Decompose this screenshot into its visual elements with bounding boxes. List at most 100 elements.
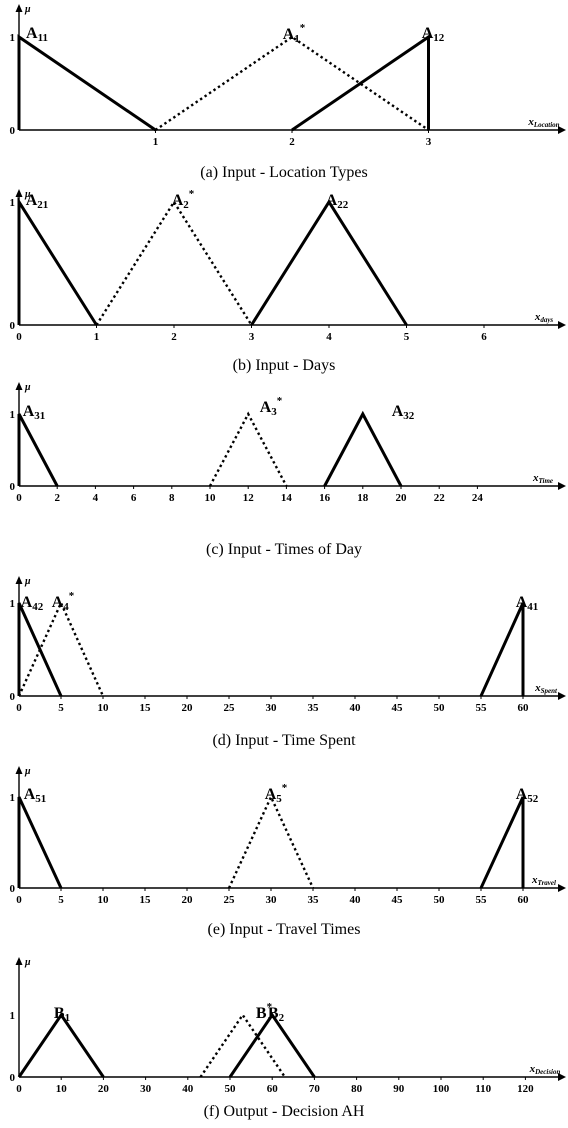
y-axis-arrow — [15, 766, 23, 774]
x-axis-arrow — [558, 692, 566, 700]
x-tick-label: 22 — [434, 492, 446, 504]
y-tick-label: 1 — [10, 409, 16, 421]
membership-function-line — [199, 1012, 286, 1078]
membership-function-line — [227, 794, 315, 889]
set-label: A1* — [283, 22, 306, 45]
x-tick-label: 10 — [205, 492, 217, 504]
set-label: A41 — [516, 594, 539, 613]
membership-function-line — [17, 796, 63, 889]
set-label: B1 — [54, 1005, 70, 1024]
figure-caption: (a) Input - Location Types — [200, 164, 367, 181]
membership-function-line — [17, 34, 157, 132]
membership-function-line — [479, 602, 525, 697]
x-tick-label: 90 — [393, 1083, 405, 1095]
y-tick-label: 1 — [10, 792, 16, 804]
x-tick-label: 0 — [16, 1083, 22, 1095]
y-tick-label: 0 — [10, 883, 16, 895]
x-tick-label: 14 — [281, 492, 293, 504]
x-tick-label: 10 — [56, 1083, 68, 1095]
set-label: A4* — [52, 590, 75, 613]
y-tick-label: 1 — [10, 1010, 16, 1022]
x-axis-label: xTime — [532, 472, 553, 485]
x-tick-label: 25 — [224, 894, 236, 906]
membership-function-line — [250, 199, 408, 326]
membership-function-line — [479, 796, 525, 889]
set-label: A32 — [392, 403, 415, 422]
x-tick-label: 50 — [225, 1083, 237, 1095]
x-axis-label: xLocation — [527, 116, 559, 129]
membership-function-line — [208, 411, 288, 487]
membership-function-line — [17, 602, 63, 697]
x-tick-label: 40 — [350, 702, 362, 714]
y-axis-arrow — [15, 382, 23, 390]
x-tick-label: 20 — [182, 702, 194, 714]
set-label: B2 — [268, 1005, 285, 1024]
membership-function-line — [17, 600, 105, 697]
x-tick-label: 16 — [319, 492, 331, 504]
x-tick-label: 4 — [326, 331, 332, 343]
y-axis-label: μ — [24, 189, 31, 200]
x-tick-label: 18 — [357, 492, 369, 504]
y-axis-arrow — [15, 576, 23, 584]
x-tick-label: 6 — [481, 331, 487, 343]
x-tick-label: 40 — [182, 1083, 194, 1095]
x-tick-label: 15 — [140, 894, 152, 906]
x-tick-label: 0 — [16, 331, 22, 343]
set-label: A31 — [23, 403, 46, 422]
chart-panel: μ 0 1 0 1 2 3 4 5 6 xdays A21 A2* A22 (b) Input - Days — [10, 188, 566, 374]
set-label: A51 — [24, 786, 47, 805]
x-tick-label: 50 — [434, 702, 446, 714]
membership-function-line — [95, 199, 253, 326]
x-tick-label: 20 — [98, 1083, 110, 1095]
y-axis-arrow — [15, 4, 23, 12]
set-label: A2* — [172, 188, 195, 211]
x-tick-label: 10 — [98, 894, 110, 906]
y-axis-label: μ — [24, 576, 31, 587]
set-label: A11 — [26, 25, 48, 44]
set-label: A5* — [265, 782, 288, 805]
x-tick-label: 2 — [171, 331, 177, 343]
x-tick-label: 70 — [309, 1083, 321, 1095]
x-tick-label: 3 — [426, 136, 432, 148]
y-axis-arrow — [15, 189, 23, 197]
x-tick-label: 3 — [249, 331, 255, 343]
y-tick-label: 1 — [10, 598, 16, 610]
x-axis-label: xTravel — [531, 874, 556, 887]
x-axis-arrow — [558, 126, 566, 134]
y-tick-label: 0 — [10, 125, 16, 137]
x-tick-label: 35 — [308, 894, 320, 906]
x-tick-label: 60 — [518, 894, 530, 906]
y-tick-label: 0 — [10, 320, 16, 332]
membership-function-line — [291, 34, 430, 132]
membership-function-line — [17, 413, 59, 487]
x-axis-label: xSpent — [534, 682, 558, 695]
membership-function-line — [228, 1012, 316, 1078]
x-axis-label: xDecision — [529, 1063, 561, 1076]
x-tick-label: 45 — [392, 702, 404, 714]
x-tick-label: 1 — [94, 331, 100, 343]
x-tick-label: 5 — [58, 702, 64, 714]
x-tick-label: 5 — [404, 331, 410, 343]
x-tick-label: 2 — [289, 136, 295, 148]
y-tick-label: 0 — [10, 481, 16, 493]
x-tick-label: 2 — [54, 492, 60, 504]
x-tick-label: 50 — [434, 894, 446, 906]
set-label: B* — [256, 1001, 273, 1022]
y-tick-label: 0 — [10, 691, 16, 703]
x-tick-label: 30 — [266, 702, 278, 714]
set-label: A12 — [422, 25, 445, 44]
x-tick-label: 6 — [131, 492, 137, 504]
set-label: A52 — [516, 786, 539, 805]
x-tick-label: 60 — [267, 1083, 279, 1095]
x-tick-label: 110 — [475, 1083, 491, 1095]
x-tick-label: 20 — [396, 492, 408, 504]
figure-caption: (d) Input - Time Spent — [212, 732, 356, 749]
x-axis-label: xdays — [534, 311, 554, 324]
y-axis-label: μ — [24, 957, 31, 968]
x-tick-label: 80 — [351, 1083, 363, 1095]
figure-caption: (e) Input - Travel Times — [208, 921, 361, 938]
x-tick-label: 5 — [58, 894, 64, 906]
